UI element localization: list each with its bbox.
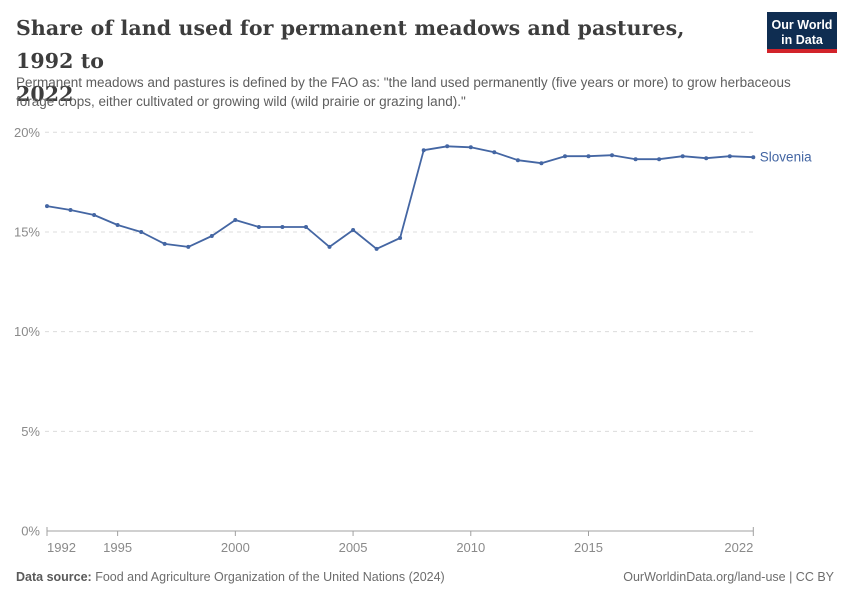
data-point-marker[interactable] <box>115 223 120 227</box>
data-point-marker[interactable] <box>351 228 356 232</box>
data-point-marker[interactable] <box>45 204 49 209</box>
data-point-marker[interactable] <box>233 218 238 222</box>
data-point-marker[interactable] <box>539 161 544 166</box>
data-point-marker[interactable] <box>162 241 167 246</box>
data-point-marker[interactable] <box>586 154 591 159</box>
x-tick-label: 2005 <box>339 540 368 555</box>
data-source-label: Data source: <box>16 570 92 584</box>
data-point-marker[interactable] <box>680 154 685 159</box>
data-point-marker[interactable] <box>374 246 379 251</box>
data-source-text: Food and Agriculture Organization of the… <box>91 570 445 584</box>
x-tick-label: 1995 <box>103 540 132 555</box>
data-point-marker[interactable] <box>327 244 332 249</box>
x-tick-label: 2022 <box>724 540 753 555</box>
owid-logo-text-line2: in Data <box>781 32 823 47</box>
data-point-marker[interactable] <box>468 145 473 150</box>
chart-title: Share of land used for permanent meadows… <box>16 12 716 111</box>
data-point-marker[interactable] <box>610 153 614 158</box>
data-point-marker[interactable] <box>563 154 567 159</box>
data-point-marker[interactable] <box>657 157 662 162</box>
series-line[interactable] <box>46 145 754 250</box>
data-point-marker[interactable] <box>398 236 403 240</box>
series-entity-label: Slovenia <box>760 150 812 165</box>
data-point-marker[interactable] <box>280 225 285 229</box>
data-point-marker[interactable] <box>445 144 450 149</box>
owid-logo-red-bar <box>767 49 837 53</box>
y-tick-label: 0% <box>21 524 40 539</box>
data-point-marker[interactable] <box>751 155 756 160</box>
y-tick-label: 20% <box>14 125 40 140</box>
x-tick-label: 1992 <box>47 540 76 555</box>
data-point-marker[interactable] <box>492 150 497 155</box>
data-point-marker[interactable] <box>256 225 261 229</box>
data-point-marker[interactable] <box>704 156 709 161</box>
data-point-marker[interactable] <box>186 244 191 249</box>
data-point-marker[interactable] <box>209 234 214 238</box>
y-tick-label: 5% <box>21 424 40 439</box>
data-source-note: Data source: Food and Agriculture Organi… <box>16 569 445 585</box>
data-point-marker[interactable] <box>92 213 97 217</box>
x-tick-label: 2000 <box>221 540 250 555</box>
y-tick-label: 15% <box>14 224 40 239</box>
data-point-marker[interactable] <box>139 230 144 234</box>
chart-title-line1: Share of land used for permanent meadows… <box>16 16 685 73</box>
data-point-marker[interactable] <box>68 208 73 212</box>
data-point-marker[interactable] <box>515 158 520 163</box>
y-tick-label: 10% <box>14 324 40 339</box>
data-point-marker[interactable] <box>304 225 308 229</box>
owid-cc-by-link[interactable]: OurWorldinData.org/land-use | CC BY <box>623 570 834 584</box>
chart-subtitle: Permanent meadows and pastures is define… <box>16 75 791 109</box>
data-point-marker[interactable] <box>727 154 732 159</box>
data-point-marker[interactable] <box>421 148 426 153</box>
owid-logo[interactable]: Our World in Data <box>767 12 837 53</box>
line-chart-canvas: 0% 5% 10% 15% 20% 1992 1995 2000 2005 2010 2015 202… <box>14 125 812 555</box>
chart-title-line2: 2022 <box>16 82 74 106</box>
owid-logo-text-line1: Our World <box>771 17 833 32</box>
x-tick-label: 2010 <box>456 540 485 555</box>
data-point-marker[interactable] <box>633 157 638 162</box>
chart-footer: Data source: Food and Agriculture Organi… <box>16 569 834 585</box>
x-tick-label: 2015 <box>574 540 603 555</box>
